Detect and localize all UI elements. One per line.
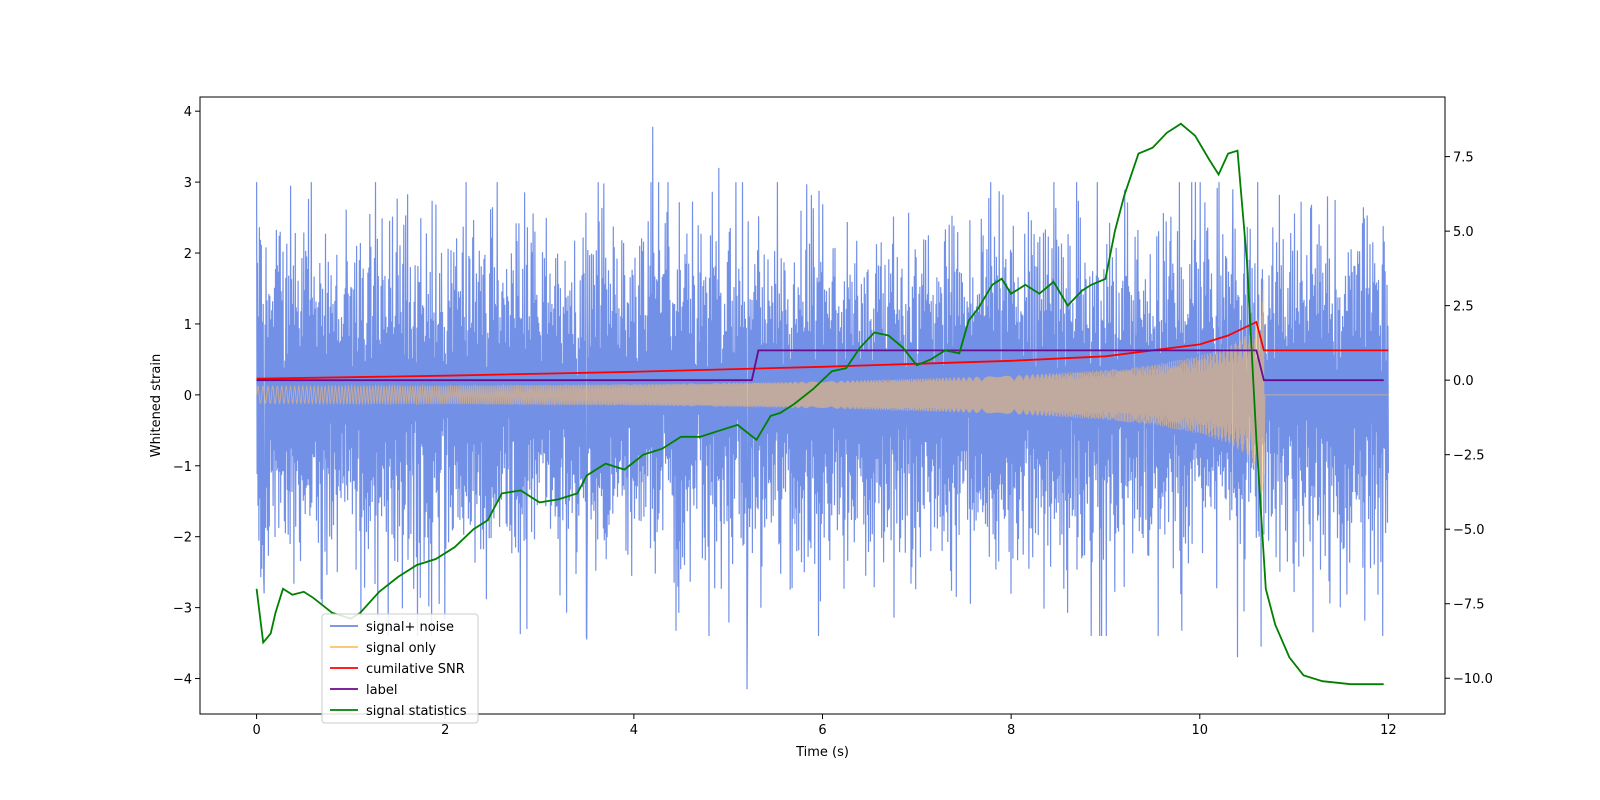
axes: 0 2 4 6 8 10 12−4−3−2−101234−10.0−7.5−5.0−2.50… bbox=[173, 96, 1493, 738]
y-tick-label: 2 bbox=[184, 247, 192, 262]
y2-tick-label: 5.0 bbox=[1453, 225, 1474, 240]
x-axis-label: Time (s) bbox=[795, 745, 849, 760]
x-tick-label: 12 bbox=[1380, 723, 1397, 738]
y2-tick-label: 7.5 bbox=[1453, 151, 1474, 166]
y2-tick-label: 0.0 bbox=[1453, 374, 1474, 389]
series-label-line bbox=[256, 349, 1384, 382]
legend-entry: signal only bbox=[366, 641, 436, 656]
y-tick-label: 4 bbox=[184, 105, 192, 120]
legend-entry: signal+ noise bbox=[366, 620, 454, 635]
y-axis-label: Whitened strain bbox=[149, 354, 164, 457]
y2-tick-label: −7.5 bbox=[1453, 598, 1485, 613]
y2-tick-label: −2.5 bbox=[1453, 449, 1485, 464]
x-tick-label: 8 bbox=[1007, 723, 1015, 738]
y-tick-label: 3 bbox=[184, 176, 192, 191]
y-tick-label: −2 bbox=[173, 531, 192, 546]
y2-tick-label: −10.0 bbox=[1453, 672, 1493, 687]
legend-entry: signal statistics bbox=[366, 704, 467, 719]
y-tick-label: 0 bbox=[184, 389, 192, 404]
y2-tick-label: −5.0 bbox=[1453, 523, 1485, 538]
series-signal-statistics-line bbox=[255, 122, 1384, 686]
plot-area bbox=[255, 122, 1390, 690]
x-tick-label: 0 bbox=[252, 723, 260, 738]
legend-entry: cumilative SNR bbox=[366, 662, 465, 677]
series-signal-only-line bbox=[256, 279, 1389, 495]
y-tick-label: −1 bbox=[173, 460, 192, 475]
x-tick-label: 2 bbox=[441, 723, 449, 738]
legend-box bbox=[321, 613, 479, 724]
x-tick-label: 4 bbox=[630, 723, 638, 738]
x-tick-label: 10 bbox=[1191, 723, 1208, 738]
legend-entry: label bbox=[366, 683, 397, 698]
y-tick-label: −3 bbox=[173, 602, 192, 617]
x-tick-label: 6 bbox=[818, 723, 826, 738]
y-tick-label: −4 bbox=[173, 673, 192, 688]
y-tick-label: 1 bbox=[184, 318, 192, 333]
y2-tick-label: 2.5 bbox=[1453, 300, 1474, 315]
series-cumulative-snr-line bbox=[256, 320, 1389, 380]
legend: signal+ noise signal only cumilative SNR la… bbox=[321, 613, 479, 724]
